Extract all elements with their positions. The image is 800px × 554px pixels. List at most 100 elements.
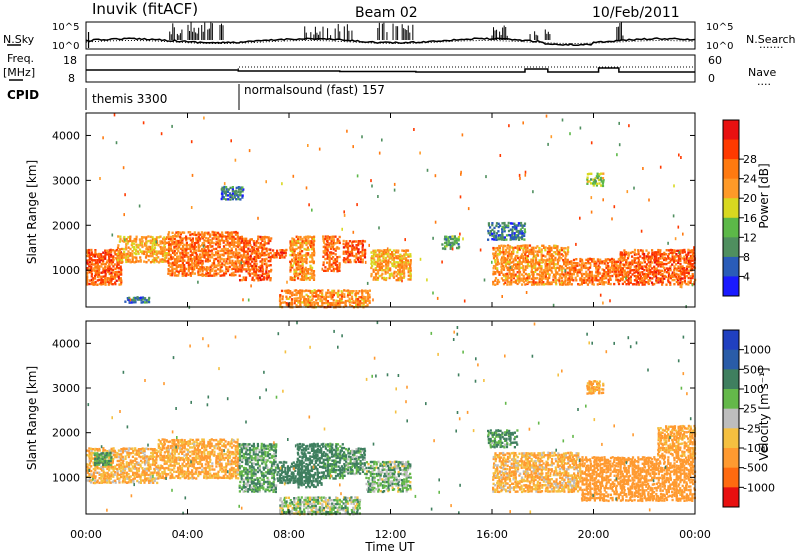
range-time-cell — [117, 256, 120, 259]
range-time-cell — [376, 278, 379, 281]
range-time-cell — [645, 275, 648, 278]
range-time-cell — [516, 254, 519, 258]
range-time-cell — [153, 455, 156, 459]
range-time-cell — [127, 473, 130, 476]
range-time-cell — [171, 450, 174, 453]
range-time-cell — [259, 246, 262, 249]
range-time-cell — [134, 453, 137, 456]
range-time-cell — [183, 247, 186, 251]
range-time-cell — [665, 257, 668, 260]
range-time-cell — [626, 190, 629, 194]
range-time-cell — [169, 452, 172, 455]
range-time-cell — [191, 257, 194, 261]
range-time-cell — [361, 135, 363, 139]
range-time-cell — [247, 268, 250, 271]
range-time-cell — [240, 278, 244, 282]
range-time-cell — [197, 258, 200, 261]
range-time-cell — [144, 477, 147, 480]
range-time-cell — [516, 261, 520, 264]
range-time-cell — [104, 274, 107, 278]
range-time-cell — [675, 249, 678, 253]
range-time-cell — [310, 260, 313, 263]
range-time-cell — [651, 283, 654, 286]
range-time-cell — [512, 250, 515, 253]
range-time-cell — [589, 257, 591, 261]
range-time-cell — [314, 302, 317, 305]
range-time-cell — [259, 242, 262, 245]
range-time-cell — [157, 464, 160, 467]
range-time-cell — [194, 260, 198, 263]
range-time-cell — [195, 448, 198, 451]
range-time-cell — [271, 255, 274, 259]
range-time-cell — [88, 452, 91, 455]
range-time-cell — [683, 248, 686, 252]
range-time-cell — [451, 245, 454, 248]
range-time-cell — [124, 467, 127, 470]
range-time-cell — [293, 253, 296, 257]
range-time-cell — [600, 184, 603, 187]
range-time-cell — [357, 243, 360, 247]
range-time-cell — [148, 455, 151, 459]
range-time-cell — [303, 272, 306, 276]
range-time-cell — [100, 258, 103, 262]
range-time-cell — [562, 282, 564, 286]
range-time-cell — [119, 462, 122, 465]
range-time-cell — [297, 264, 300, 267]
range-time-cell — [233, 196, 236, 199]
range-time-cell — [607, 267, 610, 270]
range-time-cell — [90, 281, 94, 284]
range-time-cell — [332, 248, 335, 251]
range-time-cell — [396, 254, 400, 258]
range-time-cell — [687, 262, 690, 266]
range-time-cell — [193, 249, 196, 253]
range-time-cell — [521, 226, 524, 229]
range-time-cell — [126, 453, 129, 456]
range-time-cell — [90, 251, 93, 254]
range-time-cell — [201, 259, 204, 263]
range-time-cell — [501, 230, 504, 233]
range-time-cell — [506, 251, 509, 254]
range-time-cell — [661, 261, 664, 264]
range-time-cell — [345, 258, 348, 261]
range-time-cell — [310, 244, 313, 247]
range-time-cell — [645, 276, 648, 280]
range-time-cell — [393, 272, 396, 275]
range-time-cell — [213, 235, 216, 238]
range-time-cell — [343, 289, 346, 292]
range-time-cell — [374, 263, 377, 266]
range-time-cell — [456, 246, 459, 250]
range-time-cell — [673, 283, 676, 286]
range-time-cell — [508, 283, 511, 286]
range-time-cell — [227, 233, 230, 237]
range-time-cell — [215, 237, 218, 241]
range-time-cell — [120, 471, 123, 474]
range-time-cell — [206, 268, 210, 271]
range-time-cell — [246, 250, 249, 253]
range-time-cell — [673, 251, 676, 254]
range-time-cell — [657, 271, 660, 274]
range-time-cell — [659, 251, 662, 254]
range-time-cell — [355, 244, 358, 247]
range-time-cell — [693, 249, 696, 252]
range-time-cell — [560, 246, 563, 250]
range-time-cell — [265, 253, 268, 257]
range-time-cell — [611, 264, 614, 267]
range-time-cell — [117, 275, 120, 278]
range-time-cell — [203, 472, 206, 475]
range-time-cell — [171, 473, 174, 476]
range-time-cell — [139, 256, 142, 259]
range-time-cell — [133, 237, 136, 241]
range-time-cell — [623, 263, 626, 266]
range-time-cell — [299, 294, 302, 297]
range-time-cell — [273, 252, 276, 255]
range-time-cell — [361, 254, 364, 257]
range-time-cell — [121, 252, 124, 255]
range-time-cell — [361, 246, 364, 249]
range-time-cell — [117, 449, 120, 452]
range-time-cell — [444, 241, 447, 245]
range-time-cell — [382, 260, 385, 264]
range-time-cell — [568, 268, 571, 271]
range-time-cell — [641, 271, 644, 274]
range-time-cell — [161, 442, 164, 446]
range-time-cell — [196, 447, 200, 450]
